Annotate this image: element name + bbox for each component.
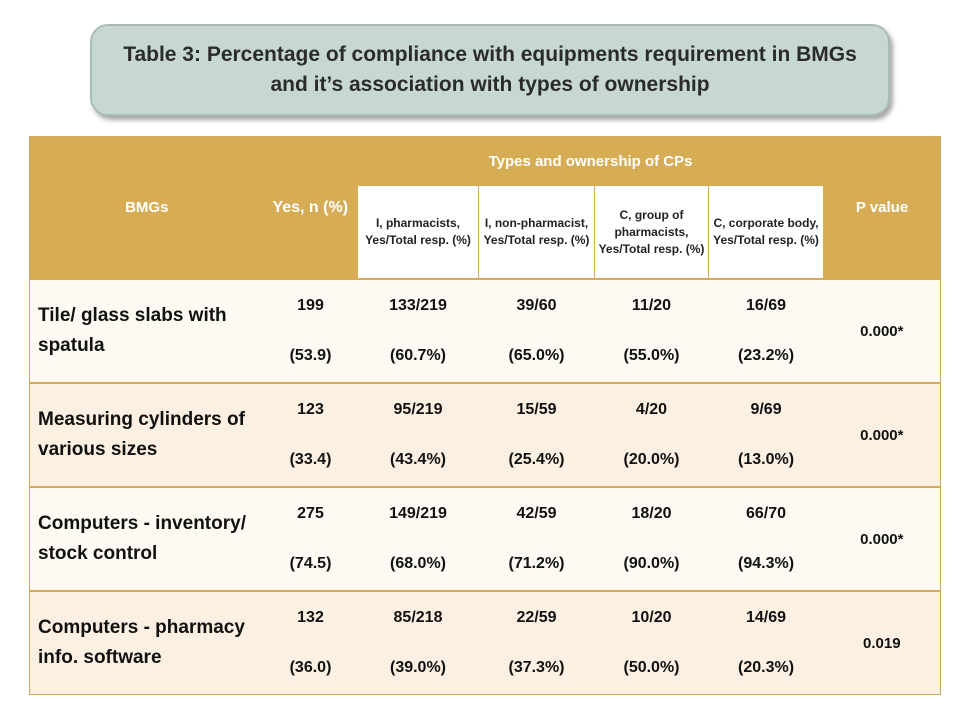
count: 275 <box>297 505 324 522</box>
ratio: 39/60 <box>516 297 557 314</box>
ratio: 85/218 <box>393 609 443 626</box>
ownership-cell: 11/20 (55.0%) <box>594 278 709 383</box>
row-label: Computers - inventory/ stock control <box>29 486 264 591</box>
percent: (74.5) <box>289 555 332 572</box>
row-label: Computers - pharmacy info. software <box>29 590 264 695</box>
header-sub-4: C, corporate body, Yes/Total resp. (%) <box>707 185 825 280</box>
percent: (43.4%) <box>389 451 447 468</box>
ownership-cell: 39/60 (65.0%) <box>478 278 595 383</box>
header-bmgs: BMGs <box>29 136 264 279</box>
ownership-cell: 15/59 (25.4%) <box>478 382 595 487</box>
p-value-cell: 0.000* <box>823 278 941 383</box>
ownership-cell: 18/20 (90.0%) <box>594 486 709 591</box>
header-types: Types and ownership of CPs <box>357 136 824 186</box>
ownership-cell: 10/20 (50.0%) <box>594 590 709 695</box>
yes-cell: 199 (53.9) <box>263 278 358 383</box>
row-label: Tile/ glass slabs with spatula <box>29 278 264 383</box>
p-value-cell: 0.000* <box>823 382 941 487</box>
count: 123 <box>297 401 324 418</box>
percent: (50.0%) <box>623 659 680 676</box>
compliance-table: BMGs Yes, n (%) Types and ownership of C… <box>29 136 942 695</box>
table-row: Tile/ glass slabs with spatula 199 (53.9)… <box>29 278 941 383</box>
percent: (13.0%) <box>738 451 795 468</box>
percent: (65.0%) <box>508 347 565 364</box>
header-sub-3: C, group of pharmacists, Yes/Total resp.… <box>594 185 709 280</box>
ownership-cell: 9/69 (13.0%) <box>708 382 824 487</box>
row-label: Measuring cylinders of various sizes <box>29 382 264 487</box>
p-value-cell: 0.019 <box>823 590 941 695</box>
percent: (25.4%) <box>508 451 565 468</box>
ownership-cell: 4/20 (20.0%) <box>594 382 709 487</box>
yes-cell: 275 (74.5) <box>263 486 358 591</box>
ownership-cell: 85/218 (39.0%) <box>357 590 479 695</box>
percent: (55.0%) <box>623 347 680 364</box>
ratio: 149/219 <box>389 505 447 522</box>
ownership-cell: 66/70 (94.3%) <box>708 486 824 591</box>
ratio: 15/59 <box>516 401 557 418</box>
count: 132 <box>297 609 324 626</box>
percent: (60.7%) <box>389 347 447 364</box>
percent: (33.4) <box>289 451 332 468</box>
ownership-cell: 42/59 (71.2%) <box>478 486 595 591</box>
ratio: 11/20 <box>631 297 672 314</box>
count: 199 <box>297 297 324 314</box>
ownership-cell: 16/69 (23.2%) <box>708 278 824 383</box>
ownership-cell: 133/219 (60.7%) <box>357 278 479 383</box>
slide-title: Table 3: Percentage of compliance with e… <box>123 43 857 96</box>
ratio: 16/69 <box>746 297 787 314</box>
ratio: 95/219 <box>393 401 443 418</box>
ownership-cell: 14/69 (20.3%) <box>708 590 824 695</box>
percent: (36.0) <box>289 659 332 676</box>
table-row: Computers - inventory/ stock control 275… <box>29 486 941 591</box>
ratio: 133/219 <box>389 297 447 314</box>
percent: (94.3%) <box>738 555 795 572</box>
percent: (53.9) <box>289 347 332 364</box>
percent: (68.0%) <box>389 555 447 572</box>
ratio: 18/20 <box>631 505 672 522</box>
slide-title-box: Table 3: Percentage of compliance with e… <box>90 24 890 116</box>
ratio: 9/69 <box>750 401 782 418</box>
percent: (37.3%) <box>508 659 565 676</box>
yes-cell: 132 (36.0) <box>263 590 358 695</box>
table-row: Computers - pharmacy info. software 132 (… <box>29 590 941 695</box>
p-value-cell: 0.000* <box>823 486 941 591</box>
ratio: 22/59 <box>516 609 557 626</box>
yes-cell: 123 (33.4) <box>263 382 358 487</box>
ratio: 42/59 <box>516 505 557 522</box>
ratio: 66/70 <box>746 505 787 522</box>
ownership-cell: 95/219 (43.4%) <box>357 382 479 487</box>
header-sub-2: I, non-pharmacist, Yes/Total resp. (%) <box>478 185 595 280</box>
percent: (90.0%) <box>623 555 680 572</box>
percent: (20.0%) <box>623 451 680 468</box>
ratio: 10/20 <box>631 609 672 626</box>
ratio: 4/20 <box>635 401 668 418</box>
header-pvalue: P value <box>823 136 941 279</box>
header-yes: Yes, n (%) <box>263 136 358 279</box>
percent: (20.3%) <box>738 659 795 676</box>
header-sub-1: I, pharmacists, Yes/Total resp. (%) <box>357 185 479 280</box>
percent: (71.2%) <box>508 555 565 572</box>
table-row: Measuring cylinders of various sizes 123… <box>29 382 941 487</box>
ownership-cell: 22/59 (37.3%) <box>478 590 595 695</box>
percent: (23.2%) <box>738 347 795 364</box>
percent: (39.0%) <box>389 659 447 676</box>
ownership-cell: 149/219 (68.0%) <box>357 486 479 591</box>
ratio: 14/69 <box>746 609 787 626</box>
